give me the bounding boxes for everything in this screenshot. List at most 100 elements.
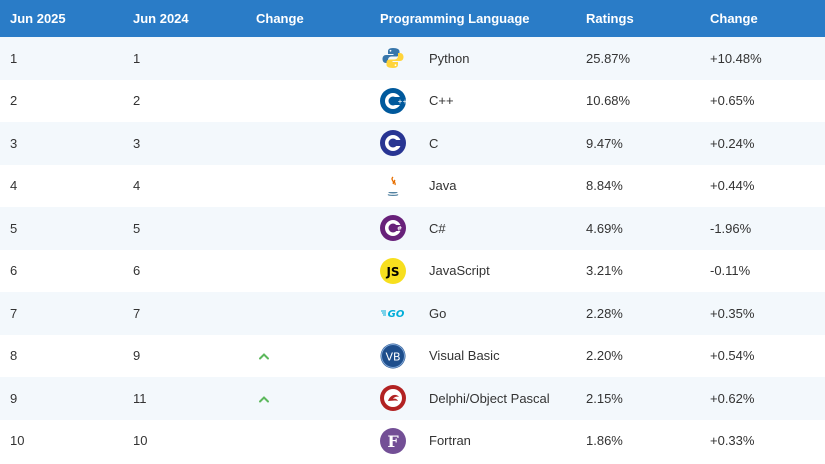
rating-value: 2.15% <box>586 390 623 406</box>
rank-change-cell <box>246 292 370 335</box>
language-name: Fortran <box>429 433 471 449</box>
header-programming-language[interactable]: Programming Language <box>380 11 530 26</box>
c-logo-icon <box>380 130 406 157</box>
language-cell: VB Visual Basic <box>370 335 576 378</box>
rank-jun-2025: 6 <box>10 263 18 279</box>
svg-text:++: ++ <box>398 98 407 105</box>
rank-jun-2025: 9 <box>10 390 18 406</box>
table-body: 1 1 Python 25.87% +10.48% 2 2 ++ C++ 10.68% +0.65%… <box>0 37 825 462</box>
table-row: 1 1 Python 25.87% +10.48% <box>0 37 825 80</box>
rank-change-cell <box>246 122 370 165</box>
rank-change-cell <box>246 37 370 80</box>
language-cell: F Fortran <box>370 420 576 463</box>
language-name: C++ <box>429 93 454 109</box>
language-name: C# <box>429 220 446 236</box>
table-row: 5 5 # C# 4.69% -1.96% <box>0 207 825 250</box>
rank-jun-2025: 5 <box>10 220 18 236</box>
language-name: Delphi/Object Pascal <box>429 390 550 406</box>
language-name: JavaScript <box>429 263 490 279</box>
rating-value: 25.87% <box>586 50 631 66</box>
fortran-logo-icon: F <box>380 427 406 454</box>
rating-change-value: +0.54% <box>710 348 755 364</box>
rank-jun-2024: 9 <box>133 348 141 364</box>
rank-jun-2025: 10 <box>10 433 25 449</box>
rating-change-value: +0.33% <box>710 433 755 449</box>
table-row: 10 10 F Fortran 1.86% +0.33% <box>0 419 825 463</box>
language-cell: ++ C++ <box>370 80 576 123</box>
table-row: 7 7 GO Go 2.28% +0.35% <box>0 292 825 335</box>
rank-jun-2024: 1 <box>133 50 141 66</box>
language-cell: Delphi/Object Pascal <box>370 377 576 420</box>
language-cell: Python <box>370 37 576 80</box>
rating-change-value: -1.96% <box>710 220 752 236</box>
rank-jun-2025: 2 <box>10 93 18 109</box>
svg-text:F: F <box>387 432 399 451</box>
rank-change-cell <box>246 377 370 420</box>
header-jun-2024[interactable]: Jun 2024 <box>133 11 189 26</box>
rank-jun-2024: 4 <box>133 178 141 194</box>
go-logo-icon: GO <box>380 300 406 326</box>
svg-text:GO: GO <box>388 309 405 320</box>
rating-value: 2.20% <box>586 348 623 364</box>
rating-value: 1.86% <box>586 433 623 449</box>
header-rank-change[interactable]: Change <box>256 11 304 26</box>
table-row: 6 6 JS JavaScript 3.21% -0.11% <box>0 249 825 293</box>
rank-change-cell <box>246 80 370 123</box>
header-jun-2025[interactable]: Jun 2025 <box>10 11 66 26</box>
rating-value: 10.68% <box>586 93 631 109</box>
rank-jun-2024: 6 <box>133 263 141 279</box>
rank-jun-2024: 2 <box>133 93 141 109</box>
javascript-logo-icon: JS <box>380 257 406 284</box>
header-rating-change[interactable]: Change <box>710 11 758 26</box>
language-cell: JS JavaScript <box>370 250 576 293</box>
language-cell: Java <box>370 165 576 208</box>
svg-text:JS: JS <box>385 265 399 279</box>
java-logo-icon <box>380 173 406 199</box>
language-name: Go <box>429 305 447 321</box>
delphi-logo-icon <box>380 385 406 412</box>
rank-jun-2025: 8 <box>10 348 18 364</box>
rating-value: 3.21% <box>586 263 623 279</box>
rating-value: 4.69% <box>586 220 623 236</box>
rating-change-value: -0.11% <box>710 263 751 279</box>
rating-change-value: +0.62% <box>710 390 755 406</box>
rank-jun-2024: 10 <box>133 433 148 449</box>
language-name: Visual Basic <box>429 348 500 364</box>
rank-jun-2024: 3 <box>133 135 141 151</box>
rating-value: 8.84% <box>586 178 623 194</box>
rating-change-value: +0.65% <box>710 93 755 109</box>
language-name: Python <box>429 50 470 66</box>
rank-jun-2024: 11 <box>133 390 147 406</box>
rank-change-cell <box>246 250 370 293</box>
rank-jun-2025: 7 <box>10 305 18 321</box>
visual-basic-logo-icon: VB <box>380 343 406 369</box>
rating-change-value: +0.44% <box>710 178 755 194</box>
cpp-logo-icon: ++ <box>380 87 407 114</box>
csharp-logo-icon: # <box>380 215 406 242</box>
python-logo-icon <box>380 45 406 71</box>
table-row: 4 4 Java 8.84% +0.44% <box>0 164 825 208</box>
table-row: 9 11 Delphi/Object Pascal 2.15% +0.62% <box>0 377 825 420</box>
rank-jun-2024: 5 <box>133 220 141 236</box>
table-row: 8 9 VB Visual Basic 2.20% +0.54% <box>0 334 825 378</box>
rating-change-value: +0.35% <box>710 305 755 321</box>
language-cell: C <box>370 122 576 165</box>
svg-text:VB: VB <box>385 350 400 363</box>
rank-change-cell <box>246 420 370 463</box>
rank-change-cell <box>246 335 370 378</box>
table-row: 2 2 ++ C++ 10.68% +0.65% <box>0 79 825 123</box>
rating-change-value: +0.24% <box>710 135 755 151</box>
header-ratings[interactable]: Ratings <box>586 11 634 26</box>
svg-text:#: # <box>397 226 402 233</box>
language-cell: # C# <box>370 207 576 250</box>
rank-change-cell <box>246 207 370 250</box>
trend-up-icon <box>258 348 270 363</box>
rating-change-value: +10.48% <box>710 50 762 66</box>
language-cell: GO Go <box>370 292 576 335</box>
rank-jun-2025: 4 <box>10 178 18 194</box>
rank-change-cell <box>246 165 370 208</box>
rating-value: 9.47% <box>586 135 623 151</box>
rank-jun-2024: 7 <box>133 305 141 321</box>
